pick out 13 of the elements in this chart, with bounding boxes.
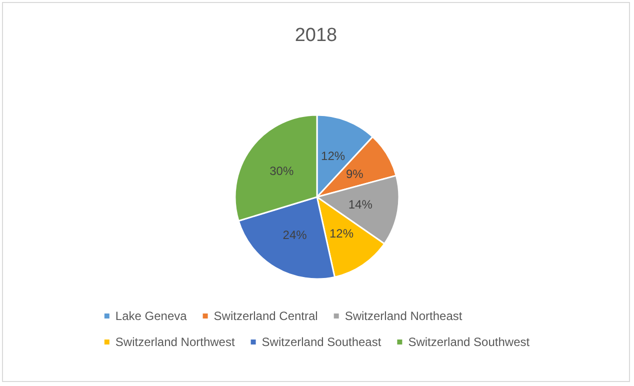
data-label: 24%	[282, 228, 308, 242]
legend-label: Switzerland Southwest	[408, 335, 530, 349]
data-label: 12%	[321, 149, 346, 164]
data-label: 30%	[270, 164, 294, 178]
data-label: 14%	[348, 197, 373, 212]
data-label: 12%	[330, 226, 354, 241]
legend-label: Switzerland Southeast	[262, 335, 382, 349]
legend-label: Lake Geneva	[115, 309, 188, 323]
data-label: 9%	[346, 167, 364, 182]
legend-label: Switzerland Northwest	[115, 335, 236, 349]
legend-label: Switzerland Central	[214, 309, 318, 323]
chart-title: 2018	[294, 25, 338, 46]
legend-label: Switzerland Northeast	[344, 309, 463, 323]
